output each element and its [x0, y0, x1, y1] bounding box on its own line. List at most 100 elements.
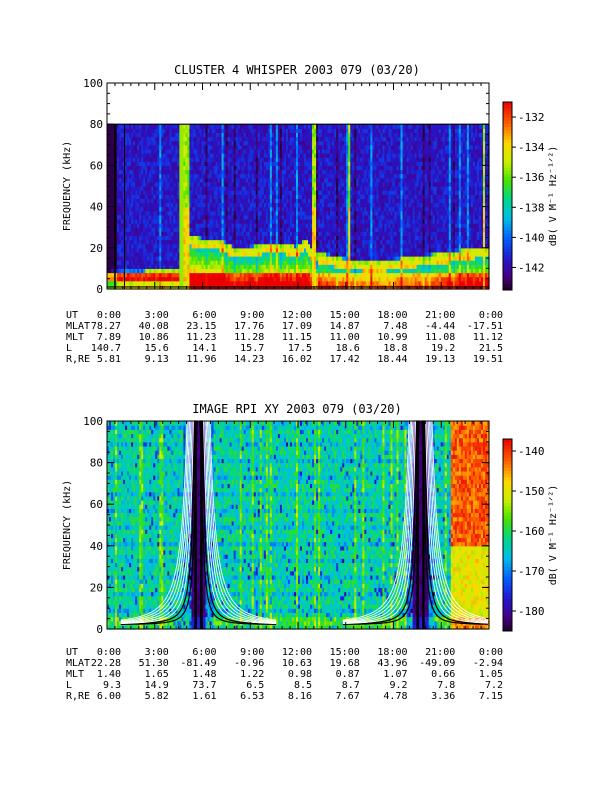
spectral-cell: [348, 260, 351, 265]
spectral-cell: [211, 231, 215, 237]
spectral-cell: [326, 132, 329, 138]
spectral-cell: [316, 260, 319, 265]
spectral-cell: [320, 264, 323, 269]
spectral-cell: [163, 136, 166, 142]
spectral-cell: [177, 227, 180, 232]
spectral-cell: [189, 206, 193, 212]
spectral-cell: [350, 153, 353, 158]
spectral-cell: [157, 218, 160, 224]
spectral-cell: [227, 218, 231, 224]
spectral-cell: [215, 264, 219, 269]
spectral-cell: [330, 173, 333, 179]
spectral-cell: [332, 247, 335, 253]
spectral-cell: [354, 169, 357, 175]
spectral-cell: [283, 251, 287, 257]
spectral-cell: [247, 247, 251, 253]
spectral-cell: [163, 206, 166, 212]
spectral-cell: [121, 136, 124, 142]
spectral-cell: [241, 231, 245, 237]
spectral-cell: [209, 235, 213, 241]
spectral-cell: [193, 140, 197, 146]
spectral-cell: [314, 260, 317, 265]
spectral-cell: [141, 140, 144, 146]
spectral-cell: [223, 161, 227, 166]
spectral-cell: [300, 140, 303, 146]
spectral-cell: [223, 227, 227, 232]
spectral-cell: [281, 190, 285, 195]
spectral-cell: [316, 251, 319, 257]
spectral-cell: [141, 132, 144, 138]
spectral-cell: [111, 243, 114, 249]
spectral-cell: [199, 223, 203, 228]
spectral-cell: [165, 136, 168, 142]
spectral-cell: [155, 260, 158, 265]
spectral-cell: [245, 218, 249, 224]
spectral-cell: [275, 157, 279, 162]
spectral-cell: [300, 153, 303, 158]
spectral-cell: [346, 231, 349, 237]
spectral-cell: [225, 264, 229, 269]
spectral-cell: [239, 186, 243, 191]
spectral-cell: [269, 177, 273, 183]
spectral-cell: [237, 165, 241, 171]
spectral-cell: [181, 140, 184, 146]
spectral-cell: [171, 194, 174, 199]
spectral-cell: [163, 218, 166, 224]
spectral-cell: [115, 268, 118, 274]
spectral-cell: [239, 243, 243, 249]
spectral-cell: [195, 251, 199, 257]
spectral-cell: [273, 181, 277, 187]
spectral-cell: [334, 280, 337, 286]
spectral-cell: [163, 235, 166, 241]
spectral-cell: [269, 214, 273, 220]
spectral-cell: [263, 280, 267, 286]
spectral-cell: [277, 144, 281, 150]
spectral-cell: [161, 153, 164, 158]
spectral-cell: [171, 186, 174, 191]
spectral-cell: [191, 173, 195, 179]
spectral-cell: [243, 136, 247, 142]
spectral-cell: [342, 260, 345, 265]
spectral-cell: [356, 268, 359, 274]
spectral-cell: [346, 186, 349, 191]
spectral-cell: [215, 161, 219, 166]
spectral-cell: [189, 210, 193, 216]
spectral-cell: [137, 136, 140, 142]
spectral-cell: [151, 247, 154, 253]
spectral-cell: [348, 227, 351, 232]
spectral-cell: [261, 268, 265, 274]
spectral-cell: [261, 132, 265, 138]
spectral-cell: [209, 144, 213, 150]
spectral-cell: [119, 148, 122, 154]
spectral-cell: [277, 214, 281, 220]
spectral-cell: [175, 148, 178, 154]
spectral-cell: [201, 251, 205, 257]
spectral-cell: [298, 231, 301, 237]
spectral-cell: [304, 173, 307, 179]
spectral-cell: [195, 169, 199, 175]
spectral-cell: [312, 210, 315, 216]
spectral-cell: [177, 206, 180, 212]
spectral-cell: [350, 140, 353, 146]
spectral-cell: [117, 223, 120, 228]
spectral-cell: [277, 268, 281, 274]
spectral-cell: [209, 173, 213, 179]
spectral-cell: [338, 128, 341, 134]
spectral-cell: [320, 186, 323, 191]
spectral-cell: [283, 268, 287, 274]
spectral-cell: [312, 177, 315, 183]
spectral-cell: [137, 181, 140, 187]
spectral-cell: [139, 268, 142, 274]
spectral-cell: [205, 169, 209, 175]
spectral-cell: [295, 181, 299, 187]
spectral-cell: [263, 169, 267, 175]
spectral-cell: [163, 177, 166, 183]
spectral-cell: [249, 280, 253, 286]
spectral-cell: [249, 186, 253, 191]
spectral-cell: [185, 173, 189, 179]
spectral-cell: [251, 256, 255, 261]
spectral-cell: [173, 260, 176, 265]
spectral-cell: [298, 251, 301, 257]
spectral-cell: [211, 136, 215, 142]
spectral-cell: [300, 280, 303, 286]
